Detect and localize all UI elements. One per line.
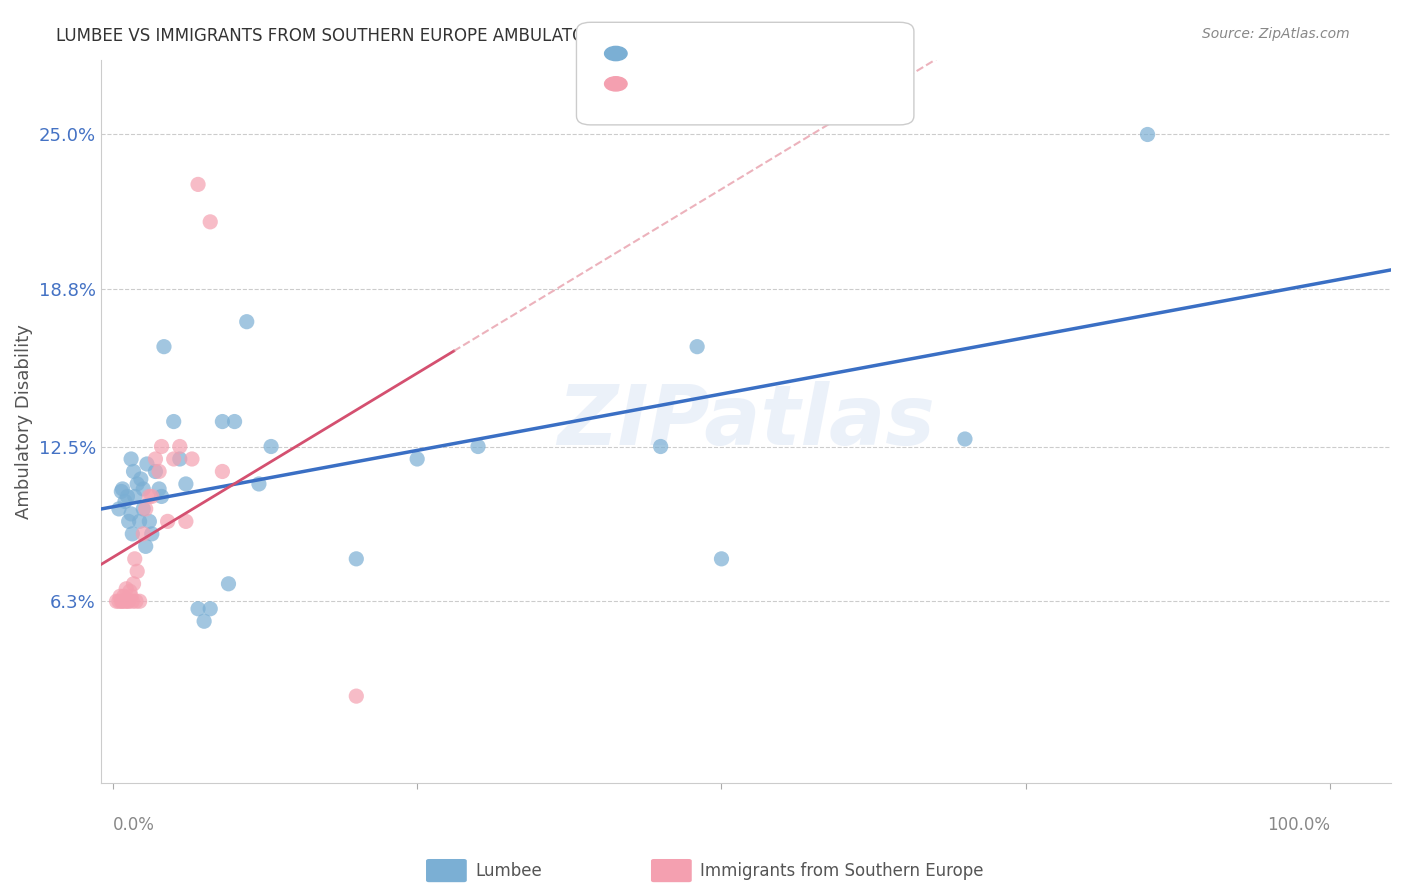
Point: [118, 515, 141, 529]
Point: [132, 527, 155, 541]
Point: [135, 502, 157, 516]
Point: [112, 589, 135, 603]
Point: [260, 440, 283, 454]
Point: [1136, 128, 1159, 142]
Point: [193, 614, 215, 628]
Point: [108, 589, 131, 603]
Text: R = 0.242   N = 44: R = 0.242 N = 44: [636, 45, 820, 62]
Text: 100.0%: 100.0%: [1267, 816, 1330, 834]
Point: [406, 452, 429, 467]
Point: [218, 576, 240, 591]
Point: [200, 215, 222, 229]
Point: [211, 415, 233, 429]
Point: [156, 515, 179, 529]
Point: [153, 340, 176, 354]
Point: [187, 178, 209, 192]
Point: [114, 494, 136, 508]
Point: [650, 440, 672, 454]
Point: [141, 490, 163, 504]
Point: [174, 515, 197, 529]
Point: [105, 594, 128, 608]
Text: Lumbee: Lumbee: [475, 862, 541, 880]
Point: [111, 482, 134, 496]
Point: [174, 477, 197, 491]
Point: [124, 490, 146, 504]
Point: [224, 415, 246, 429]
Point: [344, 551, 367, 566]
Point: [187, 601, 209, 615]
Point: [141, 527, 163, 541]
Point: [145, 452, 167, 467]
Point: [235, 315, 257, 329]
Point: [132, 482, 155, 496]
Point: [132, 502, 155, 516]
Text: LUMBEE VS IMMIGRANTS FROM SOUTHERN EUROPE AMBULATORY DISABILITY CORRELATION CHAR: LUMBEE VS IMMIGRANTS FROM SOUTHERN EUROP…: [56, 27, 887, 45]
Point: [686, 340, 709, 354]
Point: [118, 594, 141, 608]
Point: [118, 584, 141, 599]
Point: [148, 482, 170, 496]
Point: [953, 432, 976, 446]
Text: ZIPatlas: ZIPatlas: [557, 381, 935, 462]
Point: [127, 564, 149, 578]
Point: [467, 440, 489, 454]
Point: [117, 490, 139, 504]
Text: Immigrants from Southern Europe: Immigrants from Southern Europe: [700, 862, 984, 880]
Point: [247, 477, 270, 491]
Point: [128, 594, 150, 608]
Point: [122, 576, 145, 591]
Point: [169, 440, 191, 454]
Point: [344, 689, 367, 703]
Y-axis label: Ambulatory Disability: Ambulatory Disability: [15, 324, 32, 519]
Point: [121, 594, 143, 608]
Point: [110, 594, 132, 608]
Point: [710, 551, 733, 566]
Point: [117, 594, 139, 608]
Text: 0.0%: 0.0%: [112, 816, 155, 834]
Point: [121, 527, 143, 541]
Point: [145, 465, 167, 479]
Point: [150, 440, 173, 454]
Point: [122, 465, 145, 479]
Point: [169, 452, 191, 467]
Point: [108, 502, 131, 516]
Point: [163, 415, 186, 429]
Point: [128, 515, 150, 529]
Point: [150, 490, 173, 504]
Text: R = 0.222   N = 34: R = 0.222 N = 34: [636, 75, 820, 93]
Point: [138, 490, 160, 504]
Point: [129, 472, 152, 486]
Point: [138, 515, 160, 529]
Point: [135, 540, 157, 554]
Point: [120, 507, 142, 521]
Point: [125, 594, 148, 608]
Point: [181, 452, 204, 467]
Point: [200, 601, 222, 615]
Point: [127, 477, 149, 491]
Point: [108, 594, 131, 608]
Point: [110, 484, 132, 499]
Point: [148, 465, 170, 479]
Point: [163, 452, 186, 467]
Point: [211, 465, 233, 479]
Point: [115, 582, 138, 596]
Point: [120, 589, 142, 603]
Point: [135, 457, 157, 471]
Text: Source: ZipAtlas.com: Source: ZipAtlas.com: [1202, 27, 1350, 41]
Point: [124, 551, 146, 566]
Point: [114, 594, 136, 608]
Point: [111, 594, 134, 608]
Point: [120, 452, 142, 467]
